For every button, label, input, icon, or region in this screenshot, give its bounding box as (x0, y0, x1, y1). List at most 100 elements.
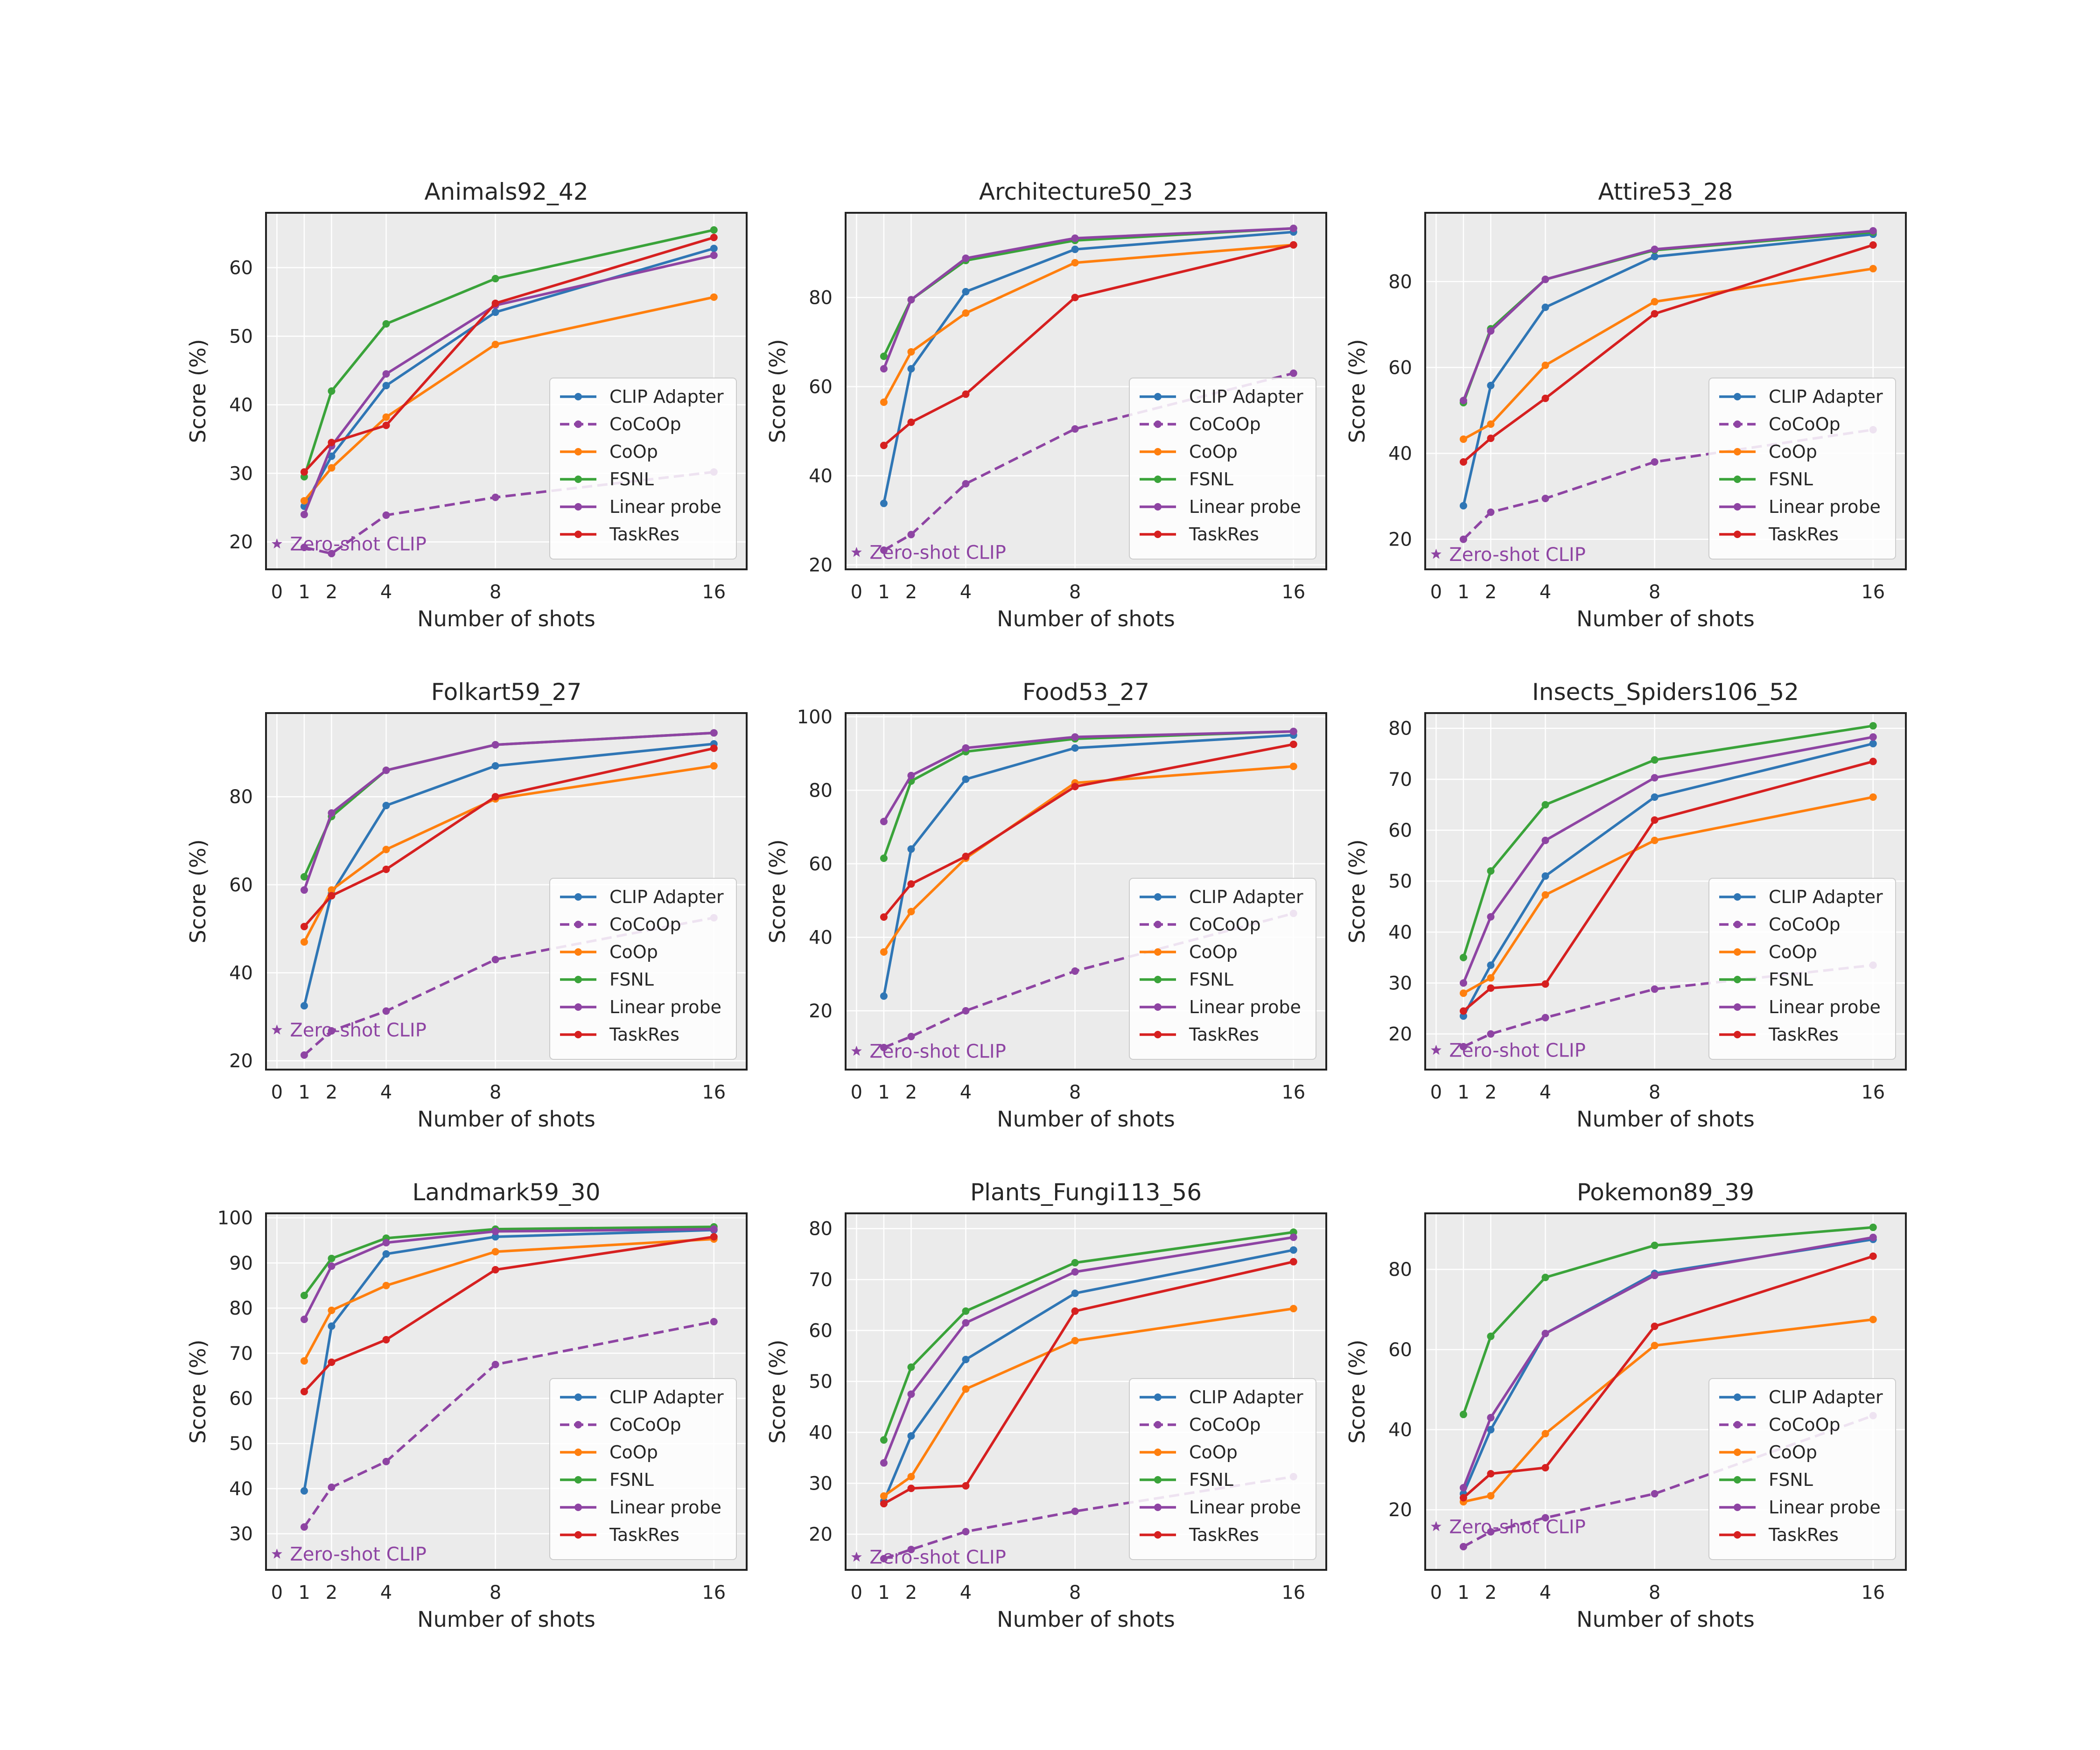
x-tick-label: 8 (490, 1082, 501, 1103)
series-line-cocoop (1463, 1414, 1874, 1548)
plot-frame (265, 1212, 748, 1571)
legend-marker (1154, 448, 1162, 455)
data-point-taskres (300, 923, 308, 931)
plot-frame (845, 712, 1327, 1071)
data-point-taskres (907, 418, 915, 426)
data-point-taskres (1289, 241, 1297, 249)
legend-marker (1154, 1476, 1162, 1484)
data-point-linear-probe (382, 1239, 390, 1246)
data-point-linear-probe (1651, 1272, 1659, 1280)
data-point-cocoop (382, 511, 390, 519)
y-tick-label: 20 (229, 1050, 253, 1072)
y-tick-label: 20 (229, 532, 253, 553)
legend-label: CoOp (1769, 942, 1817, 962)
x-tick-label: 4 (1540, 581, 1551, 603)
legend-label: CoOp (1189, 942, 1238, 962)
x-tick-label: 2 (905, 1582, 917, 1603)
legend-label: FSNL (1769, 1470, 1813, 1490)
x-tick-label: 2 (326, 1582, 337, 1603)
legend: CLIP Adapter CoCoOp CoOp FSNL Linear probe Ta… (1129, 1378, 1316, 1560)
x-axis-label: Number of shots (417, 1607, 595, 1632)
data-point-cocoop (300, 1523, 308, 1531)
legend-label: TaskRes (1189, 524, 1259, 545)
zero-shot-label: Zero-shot CLIP (290, 1020, 426, 1041)
y-axis-label: Score (%) (185, 839, 210, 943)
data-point-cocoop (328, 550, 336, 558)
data-point-coop (880, 1492, 888, 1500)
data-point-coop (1289, 1305, 1297, 1313)
y-tick-label: 50 (809, 1371, 833, 1393)
x-tick-label: 0 (271, 581, 283, 603)
zero-shot-star-icon (272, 1024, 282, 1035)
data-point-clip-adapter (300, 1487, 308, 1495)
data-point-clip-adapter (300, 1002, 308, 1010)
y-tick-label: 20 (1388, 1024, 1412, 1045)
data-point-linear-probe (328, 1262, 336, 1270)
y-tick-label: 30 (809, 1473, 833, 1494)
y-axis-label: Score (%) (765, 339, 790, 443)
data-point-coop (1651, 836, 1659, 844)
legend-marker (1734, 976, 1741, 983)
data-point-clip-adapter (382, 382, 390, 390)
legend-marker (1154, 976, 1162, 983)
data-point-cocoop (1459, 1543, 1467, 1551)
subplot-title: Landmark59_30 (412, 1179, 600, 1206)
x-tick-label: 2 (1485, 1582, 1497, 1603)
x-tick-label: 8 (490, 1582, 501, 1603)
data-point-coop (1487, 420, 1495, 428)
legend-marker (574, 476, 582, 483)
y-tick-label: 80 (229, 1298, 253, 1319)
data-point-linear-probe (1541, 1330, 1549, 1337)
data-point-linear-probe (300, 886, 308, 894)
data-point-cocoop (1651, 985, 1659, 993)
subplot-9: 20 40 60 80 0 1 2 4 8 16 Pokemon89_39 Number of sho… (1344, 1179, 1907, 1632)
legend-label: CoOp (1769, 1442, 1817, 1463)
y-axis-label: Score (%) (765, 1339, 790, 1443)
plot-frame (1424, 212, 1907, 570)
x-tick-label: 0 (851, 581, 862, 603)
legend-marker (1734, 921, 1741, 928)
data-point-coop (962, 309, 970, 317)
data-point-cocoop (907, 531, 915, 539)
legend-marker (1734, 948, 1741, 956)
x-tick-label: 2 (326, 1082, 337, 1103)
data-point-linear-probe (1869, 227, 1877, 235)
data-point-cocoop (1651, 1490, 1659, 1498)
data-point-fsnl (710, 226, 718, 234)
y-axis-label: Score (%) (1344, 1339, 1370, 1443)
y-tick-label: 80 (229, 786, 253, 808)
x-tick-label: 4 (1540, 1082, 1551, 1103)
data-point-coop (1459, 435, 1467, 443)
data-point-taskres (491, 299, 499, 307)
data-point-cocoop (491, 956, 499, 964)
y-tick-label: 60 (1388, 357, 1412, 378)
data-point-coop (1651, 1342, 1659, 1350)
data-point-cocoop (1541, 1014, 1549, 1022)
legend-label: Linear probe (1189, 497, 1301, 517)
y-tick-label: 20 (1388, 529, 1412, 551)
data-point-linear-probe (710, 252, 718, 259)
legend-marker (574, 448, 582, 455)
data-point-taskres (328, 892, 336, 900)
data-point-taskres (907, 880, 915, 888)
data-point-linear-probe (880, 1459, 888, 1467)
data-point-coop (1487, 1492, 1495, 1500)
y-tick-label: 100 (797, 707, 833, 728)
subplot-title: Folkart59_27 (431, 679, 582, 706)
data-point-coop (1071, 1337, 1079, 1344)
x-tick-label: 4 (1540, 1582, 1551, 1603)
legend-marker (574, 1504, 582, 1511)
legend-label: CoCoOp (1769, 1414, 1841, 1435)
y-tick-label: 70 (229, 1343, 253, 1365)
zero-shot-star-icon (272, 538, 282, 549)
legend-label: CLIP Adapter (1769, 386, 1883, 407)
data-point-linear-probe (1071, 234, 1079, 242)
data-point-coop (1541, 891, 1549, 899)
legend-marker (1154, 1003, 1162, 1011)
data-point-taskres (1651, 816, 1659, 824)
legend-marker (574, 1003, 582, 1011)
legend-marker (574, 503, 582, 511)
x-tick-label: 4 (380, 581, 392, 603)
data-point-cocoop (1071, 967, 1079, 975)
y-tick-label: 20 (809, 1524, 833, 1546)
